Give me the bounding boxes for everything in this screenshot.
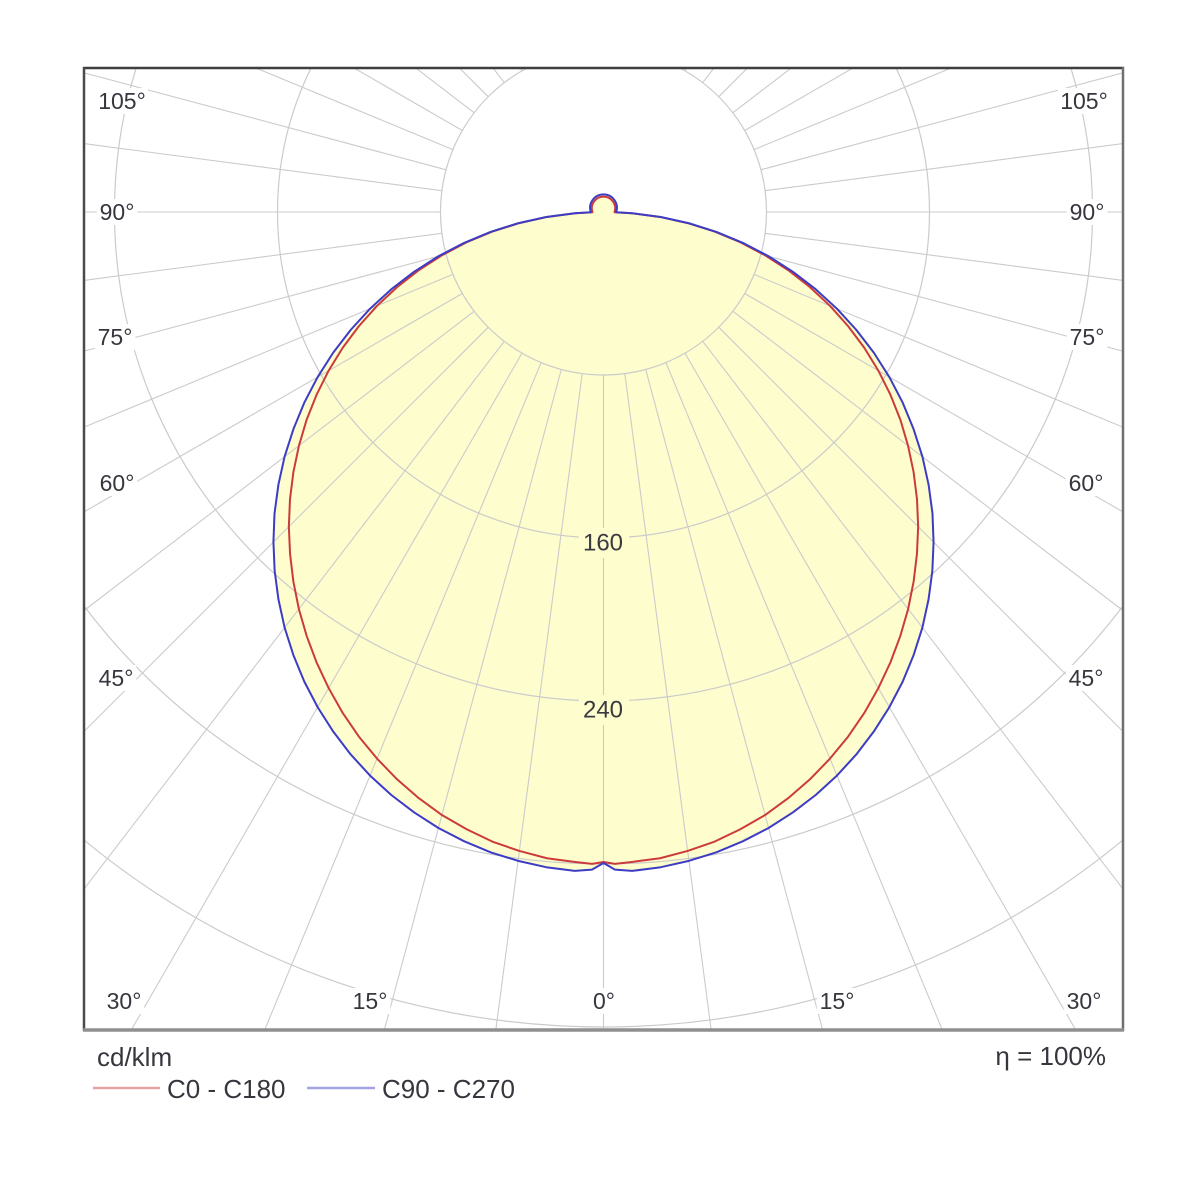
angle-label-bottom-1-15deg: 15° — [353, 988, 388, 1014]
efficiency-label: η = 100% — [995, 1041, 1106, 1071]
angle-label-left-90deg-background — [96, 199, 138, 225]
grid-ray-352.5 — [495, 373, 583, 1030]
angle-label-bottom-4-30deg-background — [1063, 988, 1105, 1014]
grid-ray-105 — [760, 72, 1123, 171]
angle-label-right-45deg-background — [1065, 665, 1107, 691]
grid-ray-292.5 — [84, 273, 454, 428]
curve-strokes — [272, 193, 935, 872]
angle-label-left-60deg-background — [96, 470, 138, 496]
grid-ray-52.5 — [732, 310, 1123, 612]
grid-ray-97.5 — [765, 143, 1123, 192]
angle-label-right-90deg-background — [1066, 199, 1108, 225]
grid-ray-45 — [718, 326, 1123, 733]
grid-ray-307.5 — [84, 310, 475, 612]
grid-ray-67.5 — [753, 273, 1123, 428]
grid-ray-300 — [84, 293, 463, 513]
angle-label-left-75deg-background — [94, 324, 136, 350]
grid-ray-7.5 — [624, 373, 712, 1030]
grid-ray-337.5 — [264, 362, 542, 1030]
grid-ray-262.5 — [84, 143, 442, 192]
angle-label-bottom-2-0deg-background — [589, 988, 619, 1014]
angle-label-right-60deg-background — [1065, 470, 1107, 496]
angle-label-right-105deg: 105° — [1060, 88, 1108, 114]
legend-label-c90-c270: C90 - C270 — [382, 1074, 515, 1104]
angle-label-left-105deg: 105° — [98, 88, 146, 114]
angle-label-right-60deg: 60° — [1069, 470, 1104, 496]
angle-label-bottom-3-15deg-background — [816, 988, 858, 1014]
angle-labels: 105° 90° 75° 60° 45° 105° 90° 75° 60° 45° 30° 15° 0°… — [94, 88, 1110, 1014]
angle-label-left-90deg: 90° — [100, 199, 135, 225]
ring-label-160-background — [579, 528, 629, 558]
angle-label-bottom-0-30deg-background — [103, 988, 145, 1014]
grid-ray-82.5 — [765, 232, 1123, 281]
ring-label-160: 160 — [583, 530, 623, 557]
angle-label-bottom-2-0deg: 0° — [593, 988, 615, 1014]
grid-ray-112.5 — [753, 68, 953, 151]
grid-ray-277.5 — [84, 232, 442, 281]
curve-c90-c270 — [272, 193, 935, 872]
legend-label-c0-c180: C0 - C180 — [167, 1074, 286, 1104]
angle-label-left-45deg: 45° — [99, 665, 134, 691]
angle-label-left-45deg-background — [95, 665, 137, 691]
angle-label-bottom-4-30deg: 30° — [1067, 988, 1102, 1014]
ring-label-240: 240 — [583, 697, 623, 724]
curve-c0-c180 — [287, 195, 920, 865]
grid-ray-30 — [684, 352, 1077, 1030]
angle-label-right-45deg: 45° — [1069, 665, 1104, 691]
plot-frame — [82, 66, 1125, 1032]
grid-ray-330 — [130, 352, 523, 1030]
angle-label-right-75deg-background — [1066, 324, 1108, 350]
angle-label-right-75deg: 75° — [1070, 324, 1105, 350]
angle-label-right-105deg-background — [1058, 88, 1110, 114]
ring-label-240-background — [579, 695, 629, 725]
angle-label-left-60deg: 60° — [100, 470, 135, 496]
grid-ray-255 — [84, 72, 447, 171]
grid-ray-15 — [645, 369, 824, 1030]
angle-label-bottom-1-15deg-background — [349, 988, 391, 1014]
grid-ray-345 — [383, 369, 562, 1030]
grid-ray-75 — [760, 253, 1123, 352]
grid-ray-37.5 — [702, 340, 1123, 890]
angle-label-right-90deg: 90° — [1070, 199, 1105, 225]
angle-label-left-105deg-background — [96, 88, 148, 114]
grid-ray-60 — [744, 293, 1123, 513]
angle-label-left-75deg: 75° — [98, 324, 133, 350]
grid-ray-285 — [84, 253, 447, 352]
unit-label: cd/klm — [97, 1042, 172, 1072]
grid-ray-247.5 — [254, 68, 454, 151]
grid-ray-322.5 — [84, 340, 505, 890]
angle-label-bottom-3-15deg: 15° — [820, 988, 855, 1014]
grid-ray-315 — [84, 326, 489, 733]
angle-label-bottom-0-30deg: 30° — [107, 988, 142, 1014]
grid-ray-22.5 — [665, 362, 943, 1030]
